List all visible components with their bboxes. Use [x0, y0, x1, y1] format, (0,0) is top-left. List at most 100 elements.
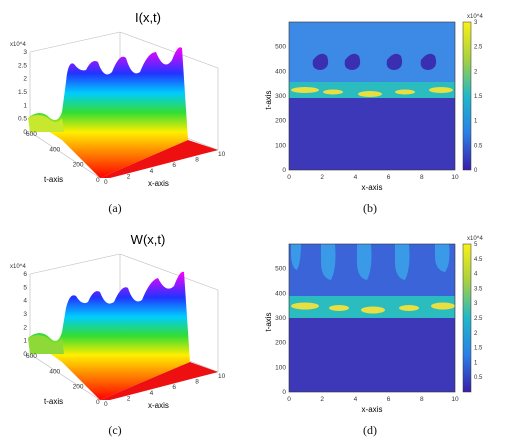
x-tick-label: 2 — [127, 173, 131, 180]
contour-b-blobs — [312, 53, 437, 70]
x-tick-label: 10 — [451, 174, 459, 181]
panel-d-x-label: x-axis — [362, 405, 383, 414]
panel-b-exponent: x10^4 — [467, 14, 483, 20]
x-tick-label: 6 — [172, 384, 176, 391]
panel-a-exponent: x10^4 — [10, 42, 26, 48]
panel-a: I(x,t) x10^4 0 0.5 1 1.5 2 2.5 3 0 200 400 600 0 2… — [0, 0, 250, 200]
colorbar-tick-label: 3 — [474, 20, 478, 26]
x-tick-label: 8 — [195, 379, 199, 386]
z-tick-label: 4 — [23, 298, 27, 305]
y-tick-label: 300 — [275, 93, 286, 100]
z-tick-label: 2 — [23, 76, 27, 83]
colorbar-tick-label: 1 — [474, 360, 478, 366]
colorbar-d — [462, 243, 472, 393]
contour-d-plumes — [291, 244, 450, 280]
surface-plot-i: I(x,t) x10^4 0 0.5 1 1.5 2 2.5 3 0 200 400 600 0 2… — [10, 10, 226, 188]
t-tick-label: 0 — [96, 177, 100, 184]
caption-c: (c) — [108, 423, 122, 437]
colorbar-tick-label: 0.5 — [474, 375, 483, 381]
colorbar-tick-label: 3 — [474, 301, 478, 307]
colorbar-tick-label: 2.5 — [474, 316, 483, 322]
z-tick-label: 0 — [23, 129, 27, 136]
surface-w — [28, 271, 190, 400]
x-tick-label: 0 — [287, 174, 291, 181]
x-tick-label: 4 — [150, 168, 154, 175]
caption-b: (b) — [363, 201, 377, 215]
surface-w-front-lobe — [28, 335, 64, 354]
y-tick-label: 200 — [275, 118, 286, 125]
x-tick-label: 2 — [127, 395, 131, 402]
panel-c-exponent: x10^4 — [10, 264, 26, 270]
z-tick-label: 6 — [23, 271, 27, 278]
t-tick-label: 400 — [49, 146, 60, 153]
colorbar-tick-label: 4 — [474, 272, 478, 278]
panel-c-x-label: x-axis — [148, 401, 169, 410]
colorbar-tick-label: 0 — [474, 168, 478, 174]
z-tick-label: 5 — [23, 284, 27, 291]
panel-a-x-label: x-axis — [148, 179, 169, 188]
caption-a: (a) — [108, 201, 122, 215]
x-tick-label: 8 — [420, 174, 424, 181]
y-tick-label: 400 — [275, 68, 286, 75]
z-tick-label: 1 — [23, 102, 27, 109]
contour-d-peaks — [291, 302, 455, 314]
panel-a-t-label: t-axis — [44, 175, 63, 184]
x-tick-label: 10 — [218, 373, 226, 380]
surface-i-front-lobe — [28, 115, 64, 132]
z-tick-label: 3 — [23, 49, 27, 56]
contour-d-upper-region — [289, 244, 455, 296]
panel-a-title: I(x,t) — [135, 10, 161, 25]
t-tick-label: 600 — [26, 131, 37, 138]
y-tick-label: 0 — [282, 167, 286, 174]
z-tick-label: 2.5 — [18, 62, 27, 69]
panel-d-exponent: x10^4 — [467, 236, 483, 242]
y-tick-label: 400 — [275, 290, 286, 297]
z-tick-label: 0 — [23, 351, 27, 358]
contour-b-upper-region — [289, 22, 455, 82]
colorbar-tick-label: 5 — [474, 242, 478, 248]
contour-b-peaks — [291, 87, 453, 97]
x-tick-label: 8 — [420, 396, 424, 403]
y-tick-label: 300 — [275, 315, 286, 322]
y-tick-label: 100 — [275, 364, 286, 371]
surface-i — [28, 47, 188, 179]
z-tick-label: 1.5 — [18, 89, 27, 96]
colorbar-tick-label: 4.5 — [474, 257, 483, 263]
x-tick-label: 4 — [354, 174, 358, 181]
t-tick-label: 200 — [73, 384, 84, 391]
t-tick-label: 200 — [73, 162, 84, 169]
colorbar-tick-label: 2.5 — [474, 45, 483, 51]
x-tick-label: 0 — [104, 401, 108, 408]
t-tick-label: 0 — [96, 399, 100, 406]
x-tick-label: 0 — [104, 179, 108, 186]
y-tick-label: 0 — [282, 389, 286, 396]
colorbar-tick-label: 1.5 — [474, 94, 483, 100]
x-tick-label: 8 — [195, 157, 199, 164]
x-tick-label: 0 — [287, 396, 291, 403]
z-tick-label: 3 — [23, 311, 27, 318]
colorbar-b — [462, 21, 472, 171]
x-tick-label: 10 — [451, 396, 459, 403]
y-tick-label: 500 — [275, 266, 286, 273]
z-tick-label: 2 — [23, 324, 27, 331]
colorbar-tick-label: 1 — [474, 119, 478, 125]
x-tick-label: 2 — [320, 174, 324, 181]
x-tick-label: 10 — [218, 151, 226, 158]
colorbar-tick-label: 1.5 — [474, 346, 483, 352]
x-tick-label: 6 — [387, 396, 391, 403]
surface-i-floor — [100, 140, 218, 178]
x-tick-label: 2 — [320, 396, 324, 403]
z-tick-label: 0.5 — [18, 116, 27, 123]
panel-c-t-label: t-axis — [44, 397, 63, 406]
t-tick-label: 400 — [49, 368, 60, 375]
surface-w-floor — [100, 362, 218, 400]
panel-b-y-label: t-axis — [264, 90, 273, 109]
y-tick-label: 500 — [275, 44, 286, 51]
panel-d-y-label: t-axis — [264, 312, 273, 331]
x-tick-label: 6 — [172, 162, 176, 169]
y-tick-label: 200 — [275, 340, 286, 347]
panel-b-x-label: x-axis — [362, 183, 383, 192]
